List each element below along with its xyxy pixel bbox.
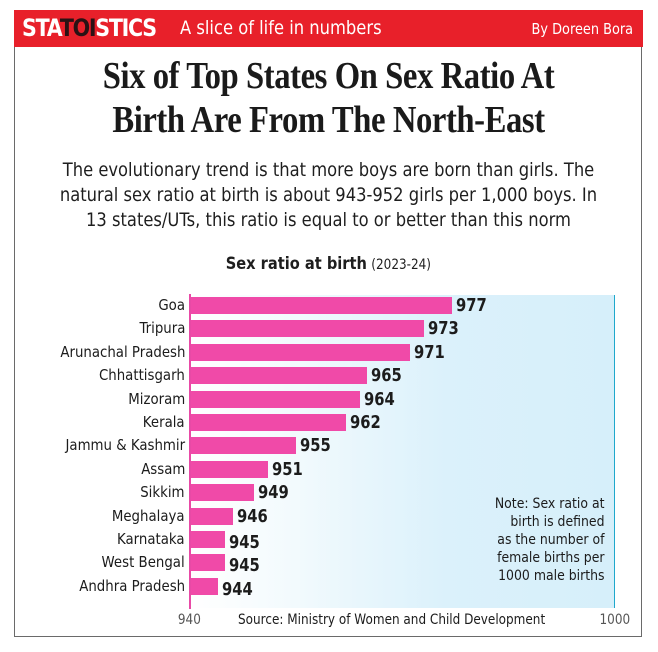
bar (190, 320, 424, 338)
note-line: female births per (496, 550, 604, 566)
bar (190, 554, 226, 572)
value-label: 955 (300, 435, 332, 457)
note-line: Note: Sex ratio at (494, 496, 604, 512)
category-label: Jammu & Kashmir (65, 436, 185, 455)
bar (190, 577, 219, 595)
headline: Six of Top States On Sex Ratio At Birth … (14, 54, 643, 142)
category-label: Goa (158, 296, 185, 314)
bar (190, 390, 360, 408)
bar (190, 484, 254, 502)
category-label: Chhattisgarh (99, 366, 185, 385)
bar (190, 460, 268, 478)
value-label: 946 (236, 505, 268, 527)
value-label: 964 (364, 388, 395, 410)
intro-line: 13 states/UTs, this ratio is equal to or… (86, 209, 571, 231)
value-label: 949 (257, 482, 289, 504)
x-tick-min: 940 (177, 612, 201, 628)
byline: By Doreen Bora (531, 20, 633, 38)
value-label: 965 (371, 365, 402, 387)
chart-title-main: Sex ratio at birth (225, 254, 368, 274)
intro-text: The evolutionary trend is that more boys… (14, 158, 643, 233)
chart-title-period: (2023-24) (371, 257, 432, 273)
category-label: Karnataka (117, 530, 185, 548)
brand-suffix: STICS (95, 14, 157, 42)
graphic-frame (14, 10, 642, 637)
intro-line: The evolutionary trend is that more boys… (62, 159, 595, 181)
header-banner: STATOISTICS A slice of life in numbers B… (14, 10, 643, 47)
tagline: A slice of life in numbers (180, 17, 382, 39)
value-label: 971 (413, 341, 445, 363)
brand-logo: STATOISTICS (22, 14, 157, 42)
category-label: Kerala (143, 413, 185, 431)
note-line: 1000 male births (497, 568, 604, 584)
bar (190, 343, 410, 361)
x-tick-max: 1000 (599, 612, 631, 628)
value-label: 962 (349, 412, 381, 433)
bar (190, 414, 346, 431)
value-label: 977 (456, 295, 487, 316)
brand-prefix: STA (22, 14, 61, 42)
category-label: Andhra Pradesh (79, 576, 185, 595)
bar (190, 531, 226, 548)
headline-line: Birth Are From The North-East (112, 99, 545, 141)
note-line: birth is defined (509, 514, 604, 530)
value-label: 945 (229, 555, 261, 577)
value-label: 944 (222, 578, 254, 600)
category-label: Mizoram (127, 389, 185, 408)
value-label: 973 (427, 318, 459, 340)
bar (190, 437, 297, 455)
category-label: Tripura (139, 319, 185, 338)
headline-line: Six of Top States On Sex Ratio At (102, 55, 555, 97)
note-line: as the number of (496, 532, 604, 548)
category-label: West Bengal (101, 553, 185, 572)
value-label: 945 (229, 532, 261, 553)
source-note: Source: Ministry of Women and Child Deve… (238, 612, 546, 628)
chart-title: Sex ratio at birth (2023-24) (14, 254, 643, 274)
bar (190, 507, 233, 525)
brand-highlight: TOI (59, 14, 97, 42)
bar (190, 367, 368, 385)
intro-line: natural sex ratio at birth is about 943-… (59, 184, 598, 206)
value-label: 951 (271, 458, 303, 480)
y-axis-line (189, 294, 191, 609)
definition-note: Note: Sex ratio at birth is defined as t… (477, 495, 604, 585)
category-label: Meghalaya (112, 506, 185, 525)
category-label: Arunachal Pradesh (59, 342, 185, 361)
category-label: Sikkim (140, 483, 185, 502)
bar (190, 297, 453, 314)
category-label: Assam (140, 459, 185, 478)
